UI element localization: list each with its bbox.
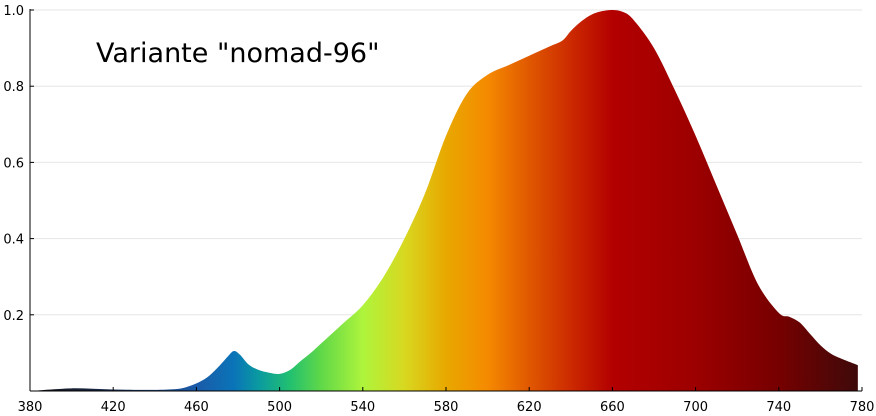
x-tick-label: 380: [18, 400, 43, 415]
y-tick-label: 0.8: [3, 80, 24, 95]
x-tick-label: 540: [350, 400, 375, 415]
x-tick-label: 620: [517, 400, 542, 415]
y-tick-label: 1.0: [3, 4, 24, 19]
y-tick-label: 0.4: [3, 233, 24, 248]
x-tick-label: 500: [267, 400, 292, 415]
tick-labels: 380 420 460 500 540 580 620 660 700 740 780 0.2 0.4 0…: [3, 4, 874, 415]
x-tick-label: 740: [766, 400, 791, 415]
y-tick-label: 0.2: [3, 309, 24, 324]
x-tick-label: 580: [434, 400, 459, 415]
x-tick-label: 780: [850, 400, 875, 415]
x-tick-label: 460: [184, 400, 209, 415]
x-tick-label: 660: [600, 400, 625, 415]
x-tick-label: 420: [101, 400, 126, 415]
chart-title: Variante "nomad-96": [96, 38, 380, 69]
spectrum-area: [30, 9, 858, 391]
x-tick-label: 700: [683, 400, 708, 415]
axes: [29, 9, 863, 392]
y-tick-label: 0.6: [3, 156, 24, 171]
